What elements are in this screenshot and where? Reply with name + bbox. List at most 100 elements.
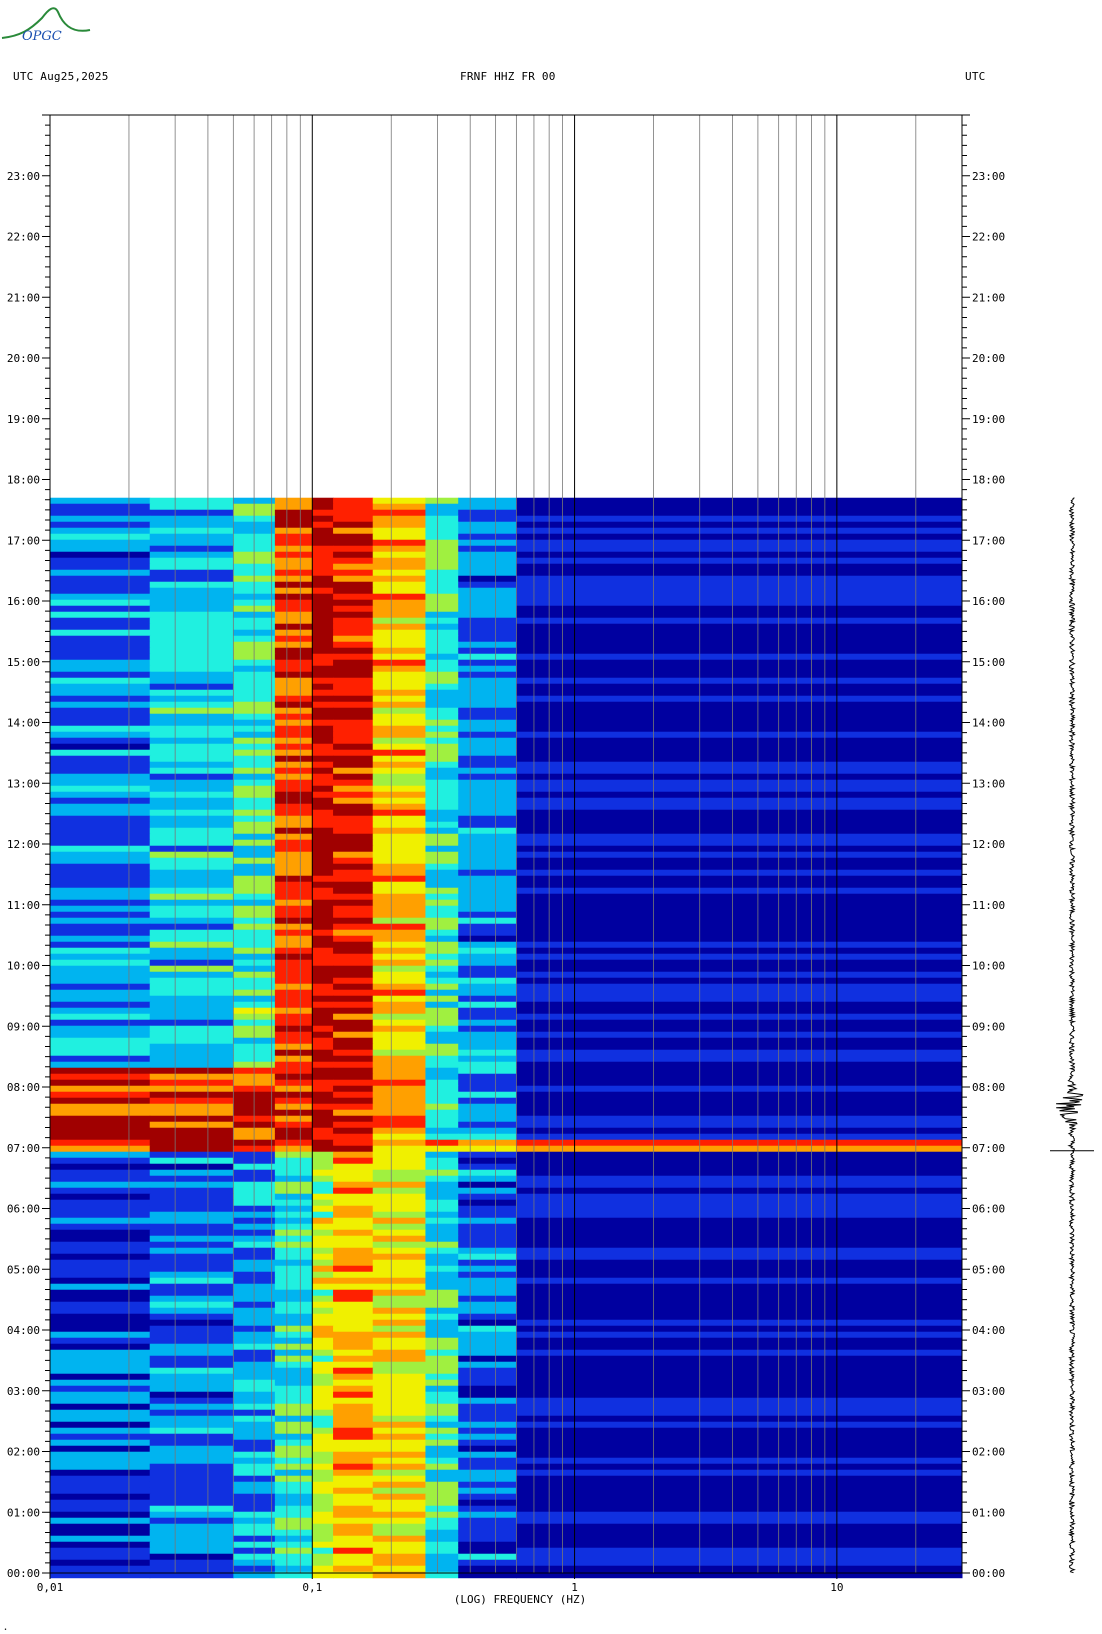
- heat-cell: [458, 1151, 517, 1159]
- heat-cell: [458, 785, 517, 793]
- heat-cell: [50, 947, 151, 955]
- heat-cell: [425, 1187, 459, 1195]
- heat-cell: [425, 707, 459, 715]
- heat-cell: [458, 533, 517, 541]
- heat-cell: [149, 845, 234, 853]
- heat-cell: [516, 1217, 963, 1225]
- heat-cell: [425, 1055, 459, 1063]
- heat-cell: [312, 1355, 334, 1363]
- heat-cell: [312, 1469, 334, 1477]
- heat-cell: [333, 1145, 374, 1153]
- heat-cell: [149, 725, 234, 733]
- heat-cell: [312, 863, 334, 871]
- heat-cell: [425, 521, 459, 529]
- heat-cell: [458, 719, 517, 727]
- heat-cell: [50, 1007, 151, 1015]
- heat-cell: [458, 1571, 517, 1579]
- heat-cell: [425, 1199, 459, 1207]
- heat-cell: [274, 857, 313, 865]
- heat-cell: [516, 503, 963, 511]
- heat-cell: [274, 995, 313, 1003]
- heat-cell: [274, 1109, 313, 1117]
- heat-cell: [274, 965, 313, 973]
- heat-cell: [458, 1007, 517, 1015]
- heat-cell: [516, 509, 963, 517]
- heat-cell: [425, 1463, 459, 1471]
- heat-cell: [149, 593, 234, 601]
- heat-cell: [458, 653, 517, 661]
- heat-cell: [333, 1487, 374, 1495]
- heat-cell: [372, 509, 426, 517]
- heat-cell: [516, 785, 963, 793]
- heat-cell: [372, 869, 426, 877]
- heat-cell: [425, 1247, 459, 1255]
- heat-cell: [149, 1487, 234, 1495]
- heat-cell: [372, 677, 426, 685]
- heat-cell: [516, 1481, 963, 1489]
- heat-cell: [333, 539, 374, 547]
- heat-cell: [50, 1223, 151, 1231]
- heat-cell: [274, 1487, 313, 1495]
- heat-cell: [333, 809, 374, 817]
- heat-cell: [312, 1007, 334, 1015]
- heat-cell: [274, 917, 313, 925]
- heat-cell: [50, 857, 151, 865]
- heat-cell: [312, 539, 334, 547]
- heat-cell: [50, 983, 151, 991]
- time-label-left: 00:00: [7, 1567, 40, 1580]
- heat-cell: [458, 1265, 517, 1273]
- heat-cell: [274, 1085, 313, 1093]
- heat-cell: [274, 887, 313, 895]
- heat-cell: [516, 959, 963, 967]
- heat-cell: [333, 647, 374, 655]
- heat-cell: [425, 1361, 459, 1369]
- heat-cell: [274, 1187, 313, 1195]
- heat-cell: [312, 1073, 334, 1081]
- heat-cell: [425, 1403, 459, 1411]
- heat-cell: [50, 1421, 151, 1429]
- heat-cell: [274, 1157, 313, 1165]
- heat-cell: [372, 635, 426, 643]
- heat-cell: [516, 1427, 963, 1435]
- heat-cell: [372, 995, 426, 1003]
- heat-cell: [516, 1145, 963, 1153]
- heat-cell: [50, 1325, 151, 1333]
- heat-cell: [333, 1133, 374, 1141]
- heat-cell: [312, 887, 334, 895]
- heat-cell: [149, 941, 234, 949]
- heat-cell: [372, 641, 426, 649]
- heat-cell: [458, 1355, 517, 1363]
- time-label-left: 15:00: [7, 656, 40, 669]
- heat-cell: [149, 971, 234, 979]
- heat-cell: [274, 1241, 313, 1249]
- heat-cell: [333, 617, 374, 625]
- heat-cell: [274, 1397, 313, 1405]
- heat-cell: [372, 527, 426, 535]
- heat-cell: [516, 1337, 963, 1345]
- heat-cell: [372, 767, 426, 775]
- heat-cell: [149, 1337, 234, 1345]
- heat-cell: [425, 617, 459, 625]
- heat-cell: [458, 803, 517, 811]
- heat-cell: [274, 881, 313, 889]
- heat-cell: [516, 1517, 963, 1525]
- heat-cell: [458, 1541, 517, 1549]
- heat-cell: [425, 1565, 459, 1573]
- heat-cell: [149, 1373, 234, 1381]
- heat-cell: [274, 935, 313, 943]
- heat-cell: [312, 1457, 334, 1465]
- heat-cell: [274, 1415, 313, 1423]
- heat-cell: [333, 1433, 374, 1441]
- heat-cell: [425, 953, 459, 961]
- heat-cell: [274, 1205, 313, 1213]
- heat-cell: [50, 539, 151, 547]
- heat-cell: [516, 1325, 963, 1333]
- heat-cell: [312, 1139, 334, 1147]
- heat-cell: [274, 1031, 313, 1039]
- heat-cell: [516, 1043, 963, 1051]
- heat-cell: [425, 851, 459, 859]
- heat-cell: [274, 923, 313, 931]
- heat-cell: [149, 1313, 234, 1321]
- heat-cell: [458, 725, 517, 733]
- heat-cell: [333, 1367, 374, 1375]
